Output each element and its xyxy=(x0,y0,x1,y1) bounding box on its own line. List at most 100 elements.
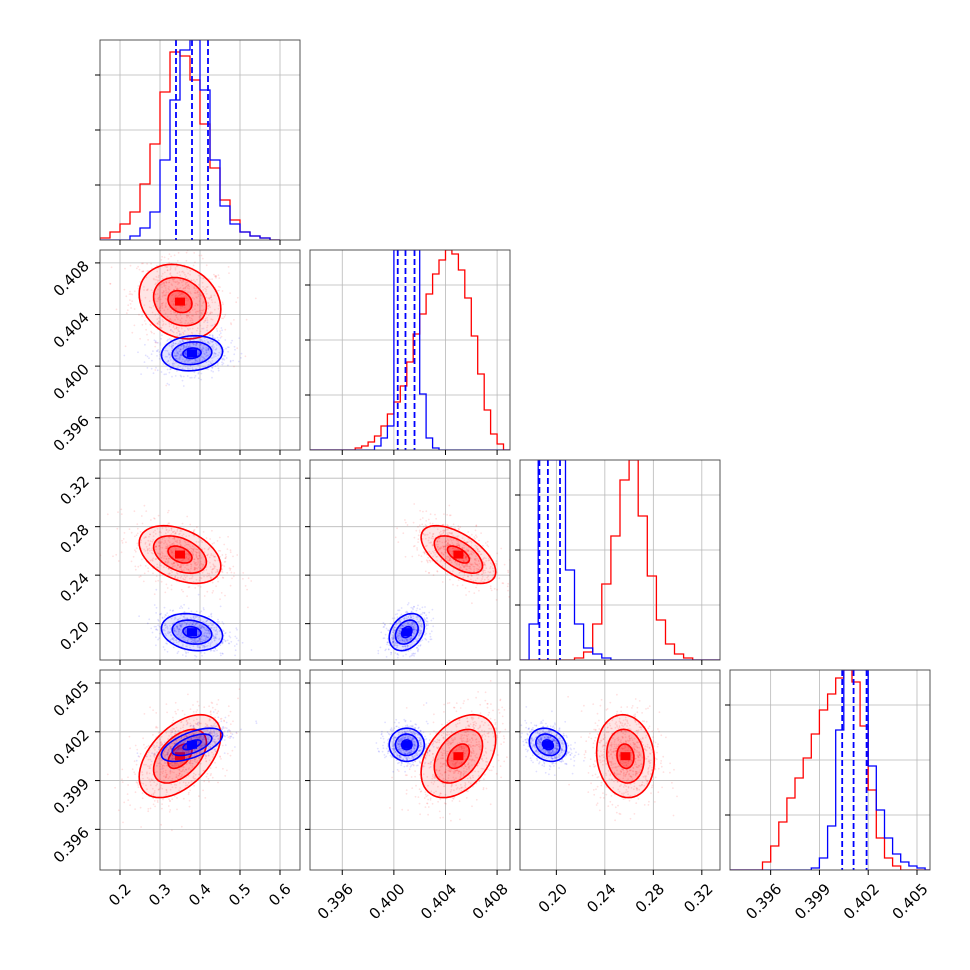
scatter-point xyxy=(173,627,176,630)
scatter-point xyxy=(229,567,232,570)
scatter-point xyxy=(150,627,153,630)
scatter-point xyxy=(224,639,227,642)
scatter-point xyxy=(471,551,474,554)
scatter-point xyxy=(152,792,155,795)
scatter-point xyxy=(150,306,153,309)
scatter-point xyxy=(220,728,223,730)
scatter-point xyxy=(196,304,199,307)
scatter-point xyxy=(199,586,202,588)
scatter-point xyxy=(148,542,151,545)
scatter-point xyxy=(214,741,217,744)
scatter-point xyxy=(210,612,213,615)
scatter-point xyxy=(167,536,170,539)
scatter-point xyxy=(174,730,177,732)
scatter-point xyxy=(174,576,176,578)
scatter-point xyxy=(220,758,222,760)
scatter-point xyxy=(158,545,161,547)
scatter-point xyxy=(180,327,183,330)
scatter-point xyxy=(405,639,408,641)
scatter-point xyxy=(194,568,197,570)
scatter-point xyxy=(406,618,409,620)
scatter-point xyxy=(164,297,167,300)
scatter-point xyxy=(394,642,396,645)
scatter-point xyxy=(214,365,217,368)
scatter-point xyxy=(219,550,222,552)
scatter-point xyxy=(198,351,201,353)
scatter-point xyxy=(419,625,422,627)
scatter-point xyxy=(162,290,165,292)
scatter-point xyxy=(419,509,421,512)
scatter-point xyxy=(154,341,157,344)
scatter-point xyxy=(393,617,396,620)
scatter-point xyxy=(134,550,137,553)
scatter-point xyxy=(469,567,472,569)
scatter-point xyxy=(197,618,200,621)
scatter-point xyxy=(195,737,197,739)
scatter-point xyxy=(172,609,175,612)
x-ticks xyxy=(341,450,498,455)
scatter-point xyxy=(174,342,177,345)
scatter-point xyxy=(171,623,174,625)
scatter-point xyxy=(185,734,187,737)
scatter-point xyxy=(391,641,394,643)
scatter-point xyxy=(227,350,230,353)
scatter-point xyxy=(208,572,211,575)
scatter-point xyxy=(198,552,201,555)
scatter-point xyxy=(211,301,214,304)
scatter-point xyxy=(195,302,197,305)
scatter-point xyxy=(198,572,201,575)
scatter-point xyxy=(415,647,418,649)
scatter-point xyxy=(158,296,161,299)
scatter-point xyxy=(450,539,453,542)
scatter-point xyxy=(203,737,206,740)
scatter-point xyxy=(164,547,167,550)
scatter-point xyxy=(391,638,394,640)
scatter-point xyxy=(165,526,167,529)
scatter-point xyxy=(455,549,458,551)
scatter-point xyxy=(196,310,198,313)
scatter-point xyxy=(207,777,210,780)
scatter-point xyxy=(204,730,207,732)
scatter-point xyxy=(149,540,152,543)
scatter-point xyxy=(482,572,485,575)
scatter-point xyxy=(527,610,529,612)
scatter-point xyxy=(451,542,454,544)
scatter-point xyxy=(187,314,190,317)
scatter-point xyxy=(382,626,385,628)
scatter-point xyxy=(478,550,481,553)
scatter-point xyxy=(205,290,207,293)
scatter-point xyxy=(165,266,168,268)
scatter-point xyxy=(401,639,404,641)
scatter-point xyxy=(215,637,218,640)
scatter-point xyxy=(214,353,217,355)
scatter-point xyxy=(208,304,211,306)
scatter-point xyxy=(199,626,202,629)
scatter-point xyxy=(166,612,169,615)
scatter-point xyxy=(176,287,179,290)
scatter-point xyxy=(168,286,170,288)
scatter-point xyxy=(402,645,405,648)
scatter-point xyxy=(171,721,174,724)
scatter-point xyxy=(188,554,191,557)
scatter-point xyxy=(396,634,399,636)
scatter-point xyxy=(384,624,386,626)
scatter-point xyxy=(155,628,158,631)
scatter-point xyxy=(176,354,178,357)
scatter-point xyxy=(442,553,445,556)
scatter-point xyxy=(478,562,481,565)
scatter-point xyxy=(189,545,191,548)
scatter-point xyxy=(226,752,229,755)
scatter-point xyxy=(430,552,432,555)
scatter-point xyxy=(191,362,194,364)
scatter-point xyxy=(179,528,182,531)
scatter-point xyxy=(444,545,446,547)
scatter-point xyxy=(209,561,211,564)
scatter-point xyxy=(211,751,213,754)
scatter-point xyxy=(212,649,215,652)
scatter-point xyxy=(159,306,162,309)
scatter-point xyxy=(182,347,185,350)
scatter-point xyxy=(196,709,199,711)
scatter-point xyxy=(193,286,196,289)
scatter-point xyxy=(177,576,179,579)
scatter-point xyxy=(219,755,221,758)
